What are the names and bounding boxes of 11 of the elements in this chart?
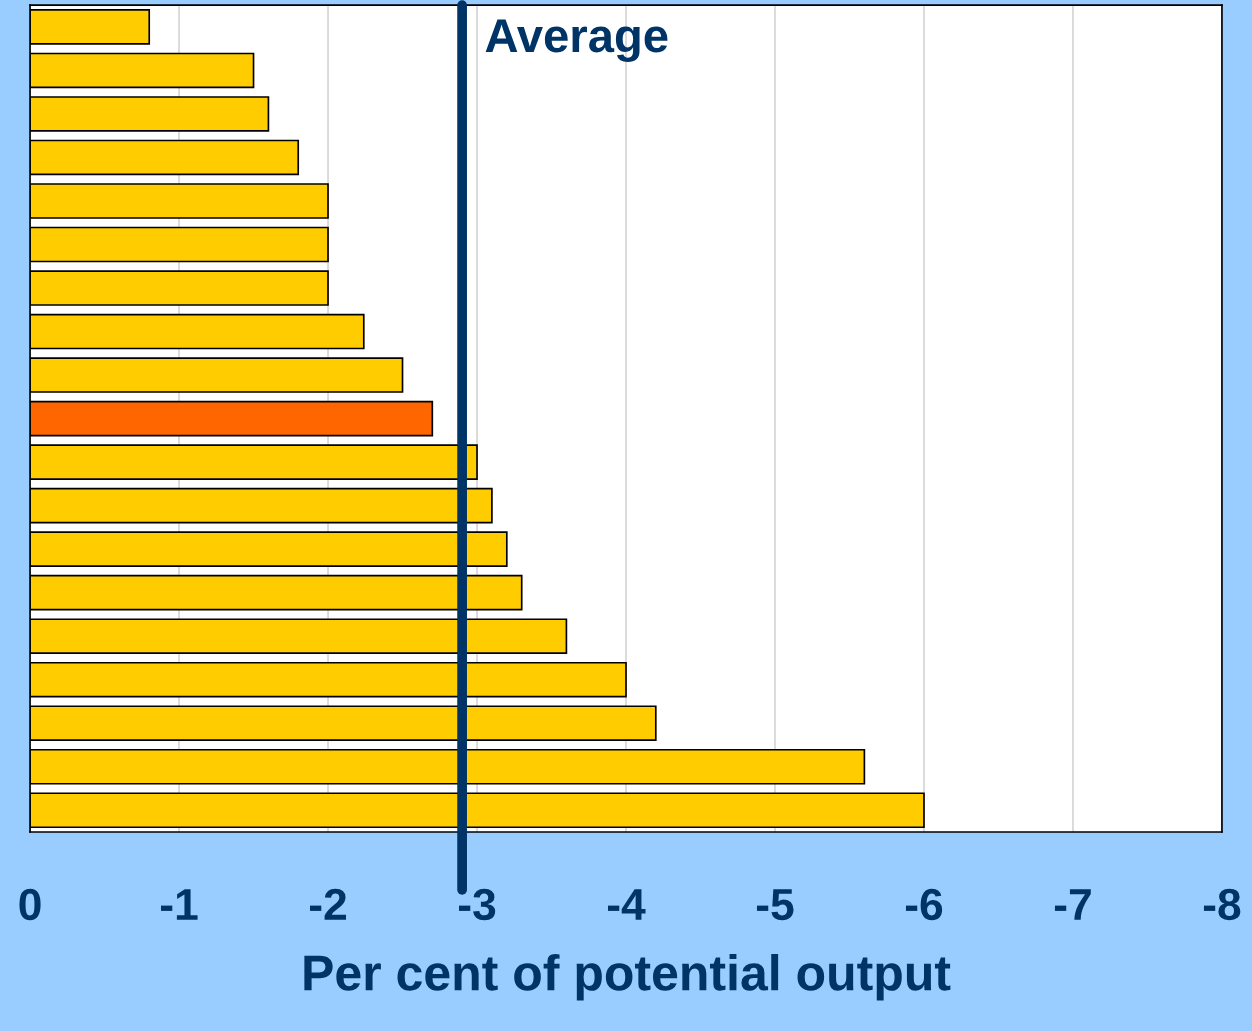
ref-line-label: Average	[485, 19, 668, 62]
x-axis-title: Per cent of potential output	[304, 954, 951, 1001]
x-tick-label: -3	[458, 888, 496, 921]
x-tick-label: -5	[756, 889, 794, 921]
x-tick-label: -4	[607, 889, 646, 920]
x-tick-label: -1	[161, 889, 198, 920]
x-tick-label: -7	[1054, 889, 1091, 920]
x-tick-label: -8	[1203, 888, 1241, 921]
x-tick-label: -6	[905, 888, 943, 921]
x-tick-label: 0	[19, 888, 41, 921]
x-tick-label: -2	[310, 888, 346, 920]
